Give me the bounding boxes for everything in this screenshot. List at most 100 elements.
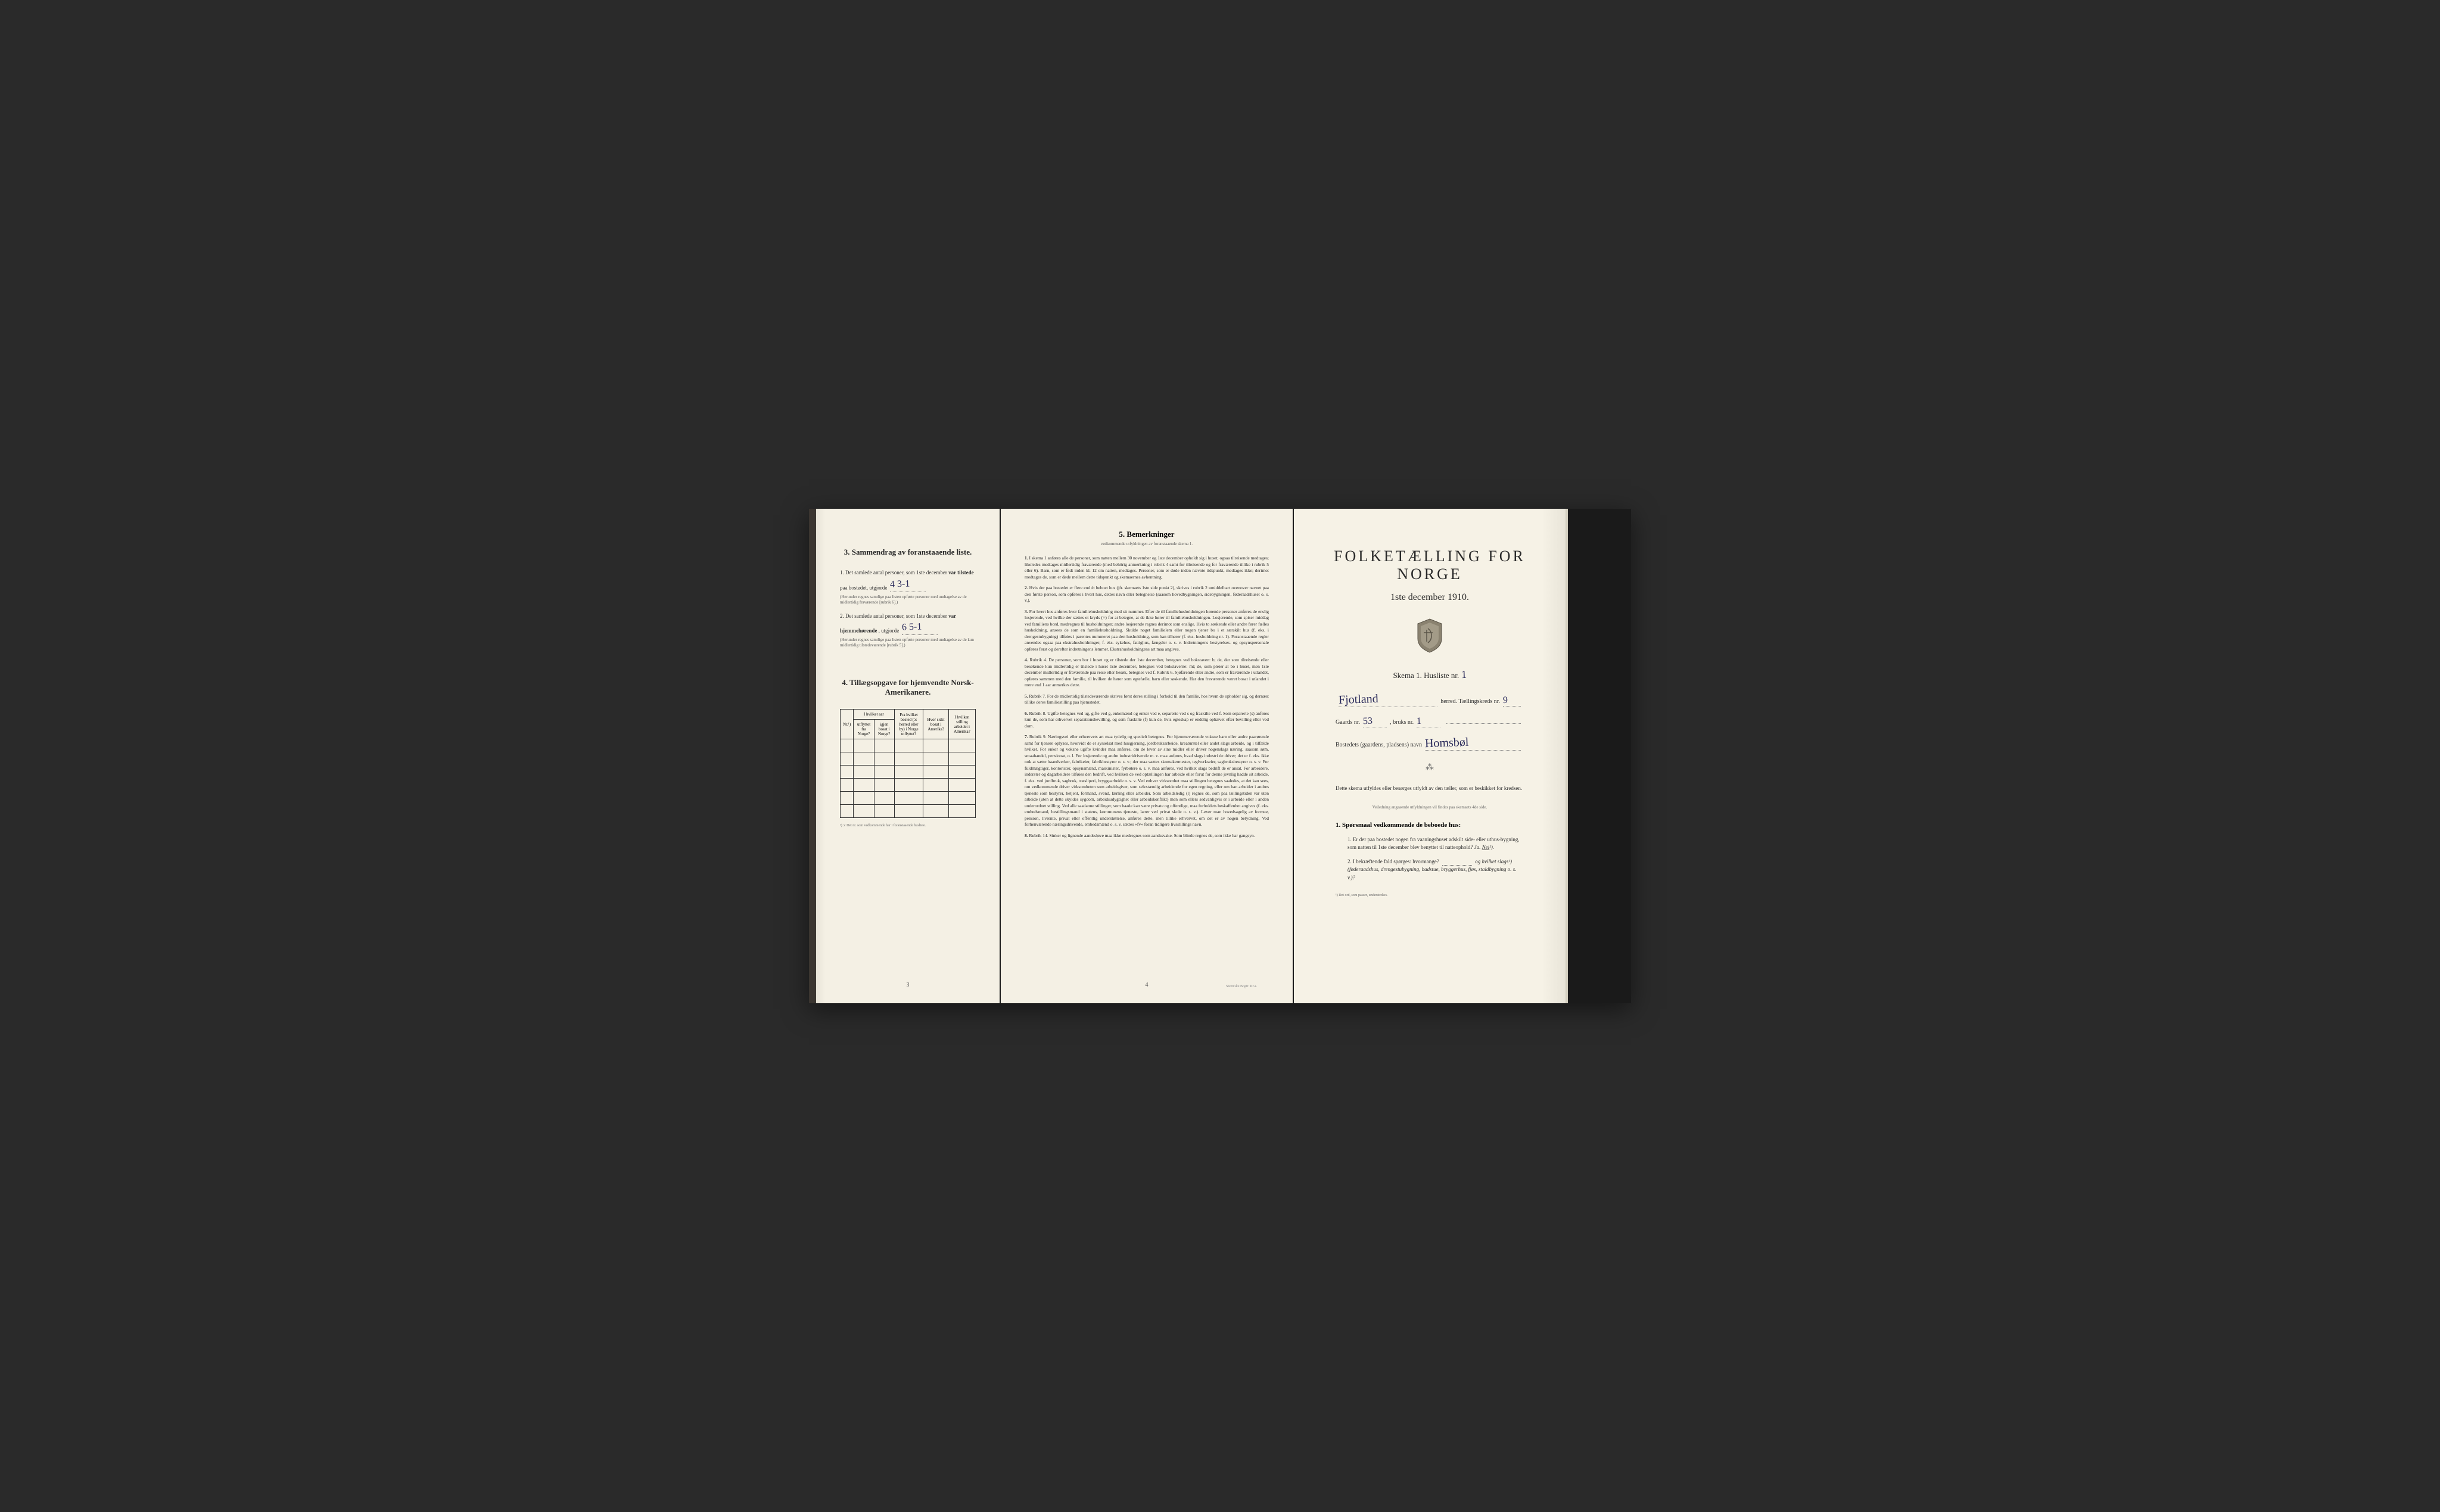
- table-cell: [948, 766, 975, 779]
- table-cell: [894, 805, 923, 818]
- footnote-text: ¹) Det ord, som passer, understrekes.: [1336, 894, 1388, 897]
- herred-fill: Fjotland: [1339, 693, 1437, 707]
- section3-item1: 1. Det samlede antal personer, som 1ste …: [840, 569, 976, 605]
- table-cell: [841, 752, 854, 766]
- bosted-label: Bostedets (gaardens, pladsens) navn: [1336, 742, 1422, 748]
- table-cell: [894, 792, 923, 805]
- table-cell: [923, 766, 948, 779]
- gaard-label-mid: , bruks nr.: [1390, 719, 1414, 726]
- remarks-container: 1. I skema 1 anføres alle de personer, s…: [1025, 555, 1269, 839]
- question-1: 1. Er der paa bostedet nogen fra vaaning…: [1347, 836, 1524, 852]
- th-stilling: I hvilken stilling arbeidet i Amerika?: [948, 710, 975, 739]
- table-cell: [841, 792, 854, 805]
- th-nr: Nr.¹): [841, 710, 854, 739]
- item1-blank: 4 3-1: [890, 577, 926, 592]
- question-2: 2. I bekræftende fald spørges: hvormange…: [1347, 858, 1524, 882]
- table-cell: [923, 752, 948, 766]
- page-left: 3. Sammendrag av foranstaaende liste. 1.…: [809, 509, 1000, 1003]
- gaard-line: Gaards nr. 53 , bruks nr. 1: [1336, 716, 1524, 727]
- remark-item: 2. Hvis der paa bostedet er flere end ét…: [1025, 585, 1269, 604]
- table-cell: [923, 779, 948, 792]
- th-bosat: igjen bosat i Norge?: [874, 720, 894, 739]
- table-cell: [948, 792, 975, 805]
- skema-num: 1: [1461, 668, 1467, 681]
- table-cell: [894, 766, 923, 779]
- table-body: [841, 739, 976, 818]
- herred-label: herred. Tællingskreds nr.: [1440, 698, 1500, 705]
- item2-note: (Herunder regnes samtlige paa listen opf…: [840, 637, 976, 648]
- q2-text: 2. I bekræftende fald spørges: hvormange…: [1347, 858, 1439, 864]
- table-container: Nr.¹) I hvilket aar Fra hvilket bosted (…: [840, 709, 976, 818]
- section4-title: 4. Tillægsopgave for hjemvendte Norsk-Am…: [840, 678, 976, 697]
- table-row: [841, 792, 976, 805]
- page-middle: 5. Bemerkninger vedkommende utfyldningen…: [1001, 509, 1293, 1003]
- th-amerika: Hvor sidst bosat i Amerika?: [923, 710, 948, 739]
- section4-footnote: ¹) ɔ: Det nr. som vedkommende har i fora…: [840, 824, 976, 827]
- printer-note: Steen'ske Bogtr. Kr.a.: [1226, 985, 1257, 988]
- table-cell: [841, 805, 854, 818]
- table-cell: [874, 805, 894, 818]
- q1-nei: Nei: [1482, 844, 1490, 850]
- th-aar: I hvilket aar: [854, 710, 894, 720]
- table-cell: [923, 805, 948, 818]
- table-cell: [894, 779, 923, 792]
- page-number-4: 4: [1146, 982, 1149, 988]
- q2-blank: [1442, 865, 1472, 866]
- bosted-line: Bostedets (gaardens, pladsens) navn Homs…: [1336, 736, 1524, 751]
- coat-of-arms-icon: [1415, 618, 1445, 654]
- remark-item: 4. Rubrik 4. De personer, som bor i huse…: [1025, 657, 1269, 689]
- q1-answers: Ja. Nei¹).: [1474, 844, 1494, 850]
- table-cell: [874, 792, 894, 805]
- item2-blank: 6 5-1: [902, 620, 938, 635]
- table-row: [841, 752, 976, 766]
- table-row: [841, 766, 976, 779]
- table-cell: [841, 766, 854, 779]
- table-cell: [948, 739, 975, 752]
- bemerkninger-subtitle: vedkommende utfyldningen av foranstaaend…: [1025, 542, 1269, 546]
- kreds-num: 9: [1503, 695, 1508, 706]
- table-cell: [854, 779, 874, 792]
- gaard-label-before: Gaards nr.: [1336, 719, 1360, 726]
- table-cell: [923, 739, 948, 752]
- th-utflyttet: utflyttet fra Norge?: [854, 720, 874, 739]
- table-cell: [854, 752, 874, 766]
- table-cell: [948, 752, 975, 766]
- gaard-fill: 53: [1363, 716, 1387, 727]
- item1-handwritten: 4 3-1: [890, 577, 910, 592]
- table-cell: [894, 752, 923, 766]
- remark-item: 7. Rubrik 9. Næringsvei eller erhvervets…: [1025, 734, 1269, 828]
- table-row: [841, 779, 976, 792]
- item1-after: paa bostedet, utgjorde: [840, 584, 887, 590]
- table-cell: [874, 752, 894, 766]
- item2-after: , utgjorde: [879, 628, 900, 634]
- q1-sup: ¹).: [1489, 844, 1494, 850]
- page-right: FOLKETÆLLING FOR NORGE 1ste december 191…: [1294, 509, 1568, 1003]
- question-header: 1. Spørsmaal vedkommende de beboede hus:: [1336, 822, 1524, 829]
- table-cell: [894, 739, 923, 752]
- kreds-fill: 9: [1503, 695, 1521, 707]
- table-cell: [841, 739, 854, 752]
- table-row: [841, 739, 976, 752]
- table-cell: [923, 792, 948, 805]
- item1-before: 1. Det samlede antal personer, som 1ste …: [840, 570, 947, 575]
- page-number-3: 3: [907, 982, 910, 988]
- item2-before: 2. Det samlede antal personer, som 1ste …: [840, 613, 947, 619]
- q1-ja: Ja.: [1474, 844, 1481, 850]
- table-cell: [854, 739, 874, 752]
- table-cell: [841, 779, 854, 792]
- main-title: FOLKETÆLLING FOR NORGE: [1318, 547, 1542, 583]
- remark-item: 6. Rubrik 8. Ugifte betegnes ved ug, gif…: [1025, 711, 1269, 730]
- bosted-value: Homsbøl: [1425, 736, 1469, 751]
- herred-line: Fjotland herred. Tællingskreds nr. 9: [1336, 693, 1524, 707]
- herred-value: Fjotland: [1339, 692, 1378, 707]
- table-row: [841, 805, 976, 818]
- remark-item: 5. Rubrik 7. For de midlertidig tilstede…: [1025, 693, 1269, 706]
- item1-note: (Herunder regnes samtlige paa listen opf…: [840, 595, 976, 605]
- bruks-fill: 1: [1417, 716, 1440, 727]
- section3-item2: 2. Det samlede antal personer, som 1ste …: [840, 612, 976, 649]
- bosted-fill: Homsbøl: [1425, 736, 1521, 751]
- table-cell: [854, 766, 874, 779]
- remark-item: 1. I skema 1 anføres alle de personer, s…: [1025, 555, 1269, 580]
- skema-label: Skema 1. Husliste nr.: [1393, 671, 1459, 680]
- table-cell: [874, 779, 894, 792]
